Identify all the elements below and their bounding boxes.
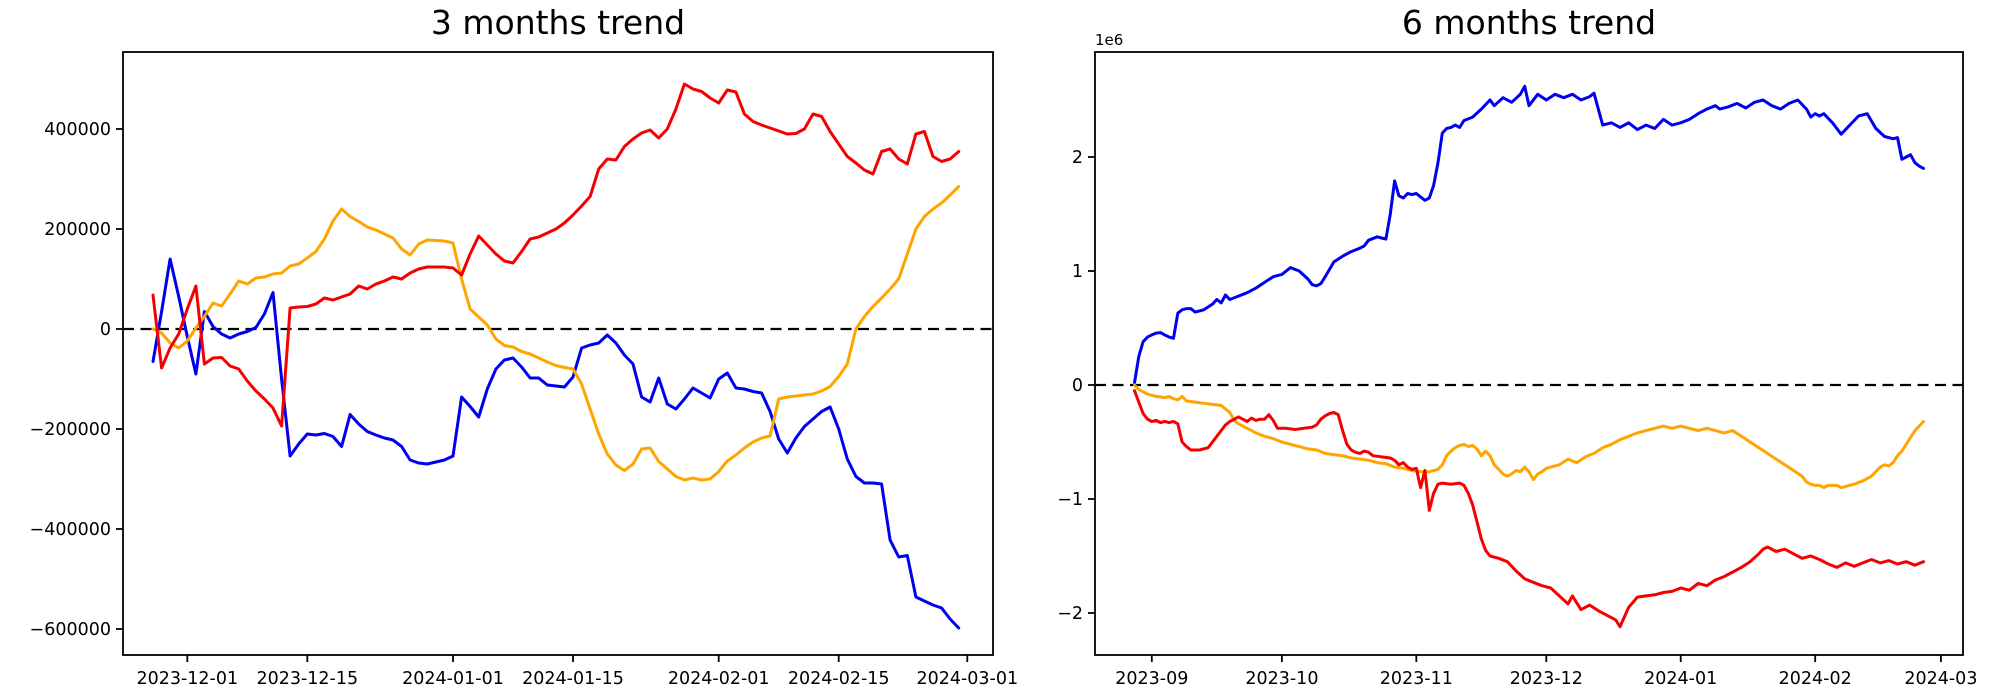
x-tick-label: 2024-03-01 <box>916 669 1018 689</box>
y-tick-label: 0 <box>100 320 111 340</box>
chart-6-months: 2023-09 2023-10 2023-11 2023-12 2024-01 2024-… <box>1057 31 1977 689</box>
x-tick-label: 2024-01 <box>1644 669 1717 689</box>
y-tick-label: 200000 <box>44 220 111 240</box>
chart-title-3-months: 3 months trend <box>430 3 686 42</box>
x-tick-label: 2023-12-01 <box>136 669 238 689</box>
x-tick-label: 2024-01-15 <box>522 669 624 689</box>
axes-frame <box>122 51 994 656</box>
y-axis-offset-label: 1e6 <box>1095 31 1123 49</box>
series-line-orange <box>151 185 961 482</box>
series-line-blue <box>1133 84 1925 385</box>
x-tick-label: 2024-02 <box>1779 669 1852 689</box>
x-tick-label: 2023-11 <box>1380 669 1453 689</box>
y-tick-label: 1 <box>1072 262 1083 282</box>
chart-title-6-months: 6 months trend <box>1401 3 1657 42</box>
series-line-orange <box>1133 383 1925 490</box>
y-tick-label: 2 <box>1072 148 1083 168</box>
x-tick-label: 2024-01-01 <box>402 669 504 689</box>
y-tick-label: −600000 <box>30 620 111 640</box>
x-tick-label: 2024-02-01 <box>668 669 770 689</box>
x-tick-label: 2023-10 <box>1245 669 1318 689</box>
x-tick-label: 2023-12 <box>1510 669 1583 689</box>
x-tick-label: 2024-03 <box>1904 669 1977 689</box>
y-tick-label: −2 <box>1057 604 1083 624</box>
y-tick-label: −1 <box>1057 490 1083 510</box>
axes-frame <box>1094 51 1964 656</box>
series-line-red <box>1133 389 1925 629</box>
x-tick-label: 2024-02-15 <box>788 669 890 689</box>
chart-3-months: 2023-12-01 2023-12-15 2024-01-01 2024-01-15… <box>30 51 1018 689</box>
y-tick-label: −400000 <box>30 520 111 540</box>
x-tick-label: 2023-09 <box>1115 669 1188 689</box>
series-line-red <box>151 82 961 428</box>
y-tick-label: 0 <box>1072 376 1083 396</box>
y-tick-label: −200000 <box>30 420 111 440</box>
x-tick-label: 2023-12-15 <box>256 669 358 689</box>
series-line-blue <box>151 257 961 630</box>
y-tick-label: 400000 <box>44 120 111 140</box>
